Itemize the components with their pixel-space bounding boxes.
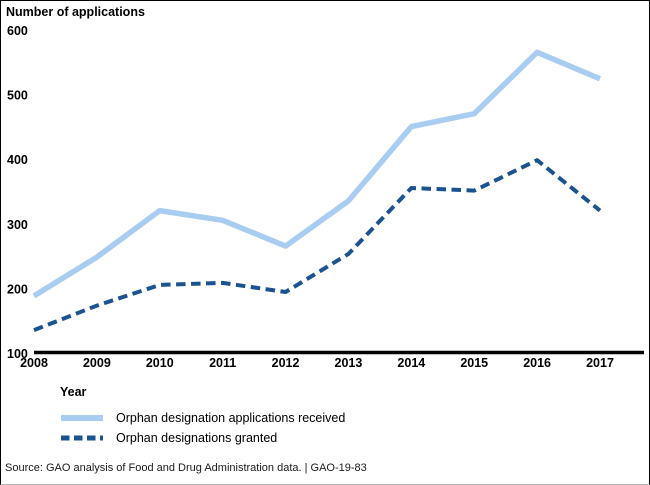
y-tick-label: 400 — [7, 153, 28, 167]
y-tick-label: 200 — [7, 282, 28, 296]
legend-item-granted: Orphan designations granted — [60, 431, 345, 445]
y-tick-label: 500 — [7, 89, 28, 103]
y-tick-label: 100 — [7, 347, 28, 361]
x-tick-label: 2012 — [272, 356, 300, 370]
source-citation: Source: GAO analysis of Food and Drug Ad… — [5, 462, 367, 474]
series-line-granted — [33, 158, 602, 332]
received-line-swatch-icon — [61, 415, 103, 421]
x-tick-label: 2013 — [335, 356, 363, 370]
legend: Orphan designation applications received… — [60, 411, 345, 445]
x-tick-label: 2015 — [460, 356, 488, 370]
x-tick-label: 2011 — [209, 356, 236, 370]
x-tick-label: 2017 — [586, 356, 614, 370]
x-axis-title: Year — [60, 385, 87, 399]
y-tick-label: 300 — [7, 218, 28, 232]
y-axis-title: Number of applications — [6, 5, 145, 19]
x-tick-label: 2009 — [83, 356, 111, 370]
series-line-received — [32, 49, 602, 299]
y-tick-label: 600 — [7, 24, 28, 38]
x-tick-label: 2014 — [397, 356, 425, 370]
legend-item-received: Orphan designation applications received — [60, 411, 345, 425]
legend-label-received: Orphan designation applications received — [116, 411, 346, 425]
legend-label-granted: Orphan designations granted — [116, 431, 278, 445]
x-tick-label: 2008 — [20, 356, 48, 370]
x-tick-label: 2016 — [523, 356, 551, 370]
x-tick-label: 2010 — [146, 356, 174, 370]
granted-line-swatch-icon — [61, 435, 103, 441]
